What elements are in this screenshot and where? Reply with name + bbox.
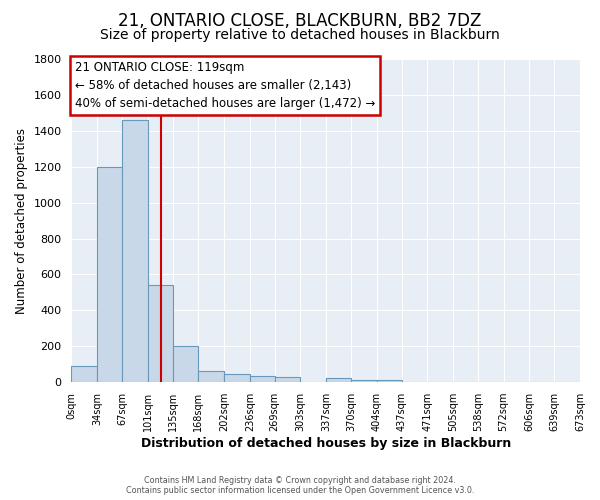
Bar — [97, 166, 122, 382]
Bar — [173, 346, 199, 382]
Bar — [326, 378, 351, 382]
Text: Size of property relative to detached houses in Blackburn: Size of property relative to detached ho… — [100, 28, 500, 42]
Bar — [71, 366, 97, 382]
Bar — [199, 370, 224, 382]
Bar — [250, 376, 275, 382]
Y-axis label: Number of detached properties: Number of detached properties — [15, 128, 28, 314]
Text: Contains HM Land Registry data © Crown copyright and database right 2024.
Contai: Contains HM Land Registry data © Crown c… — [126, 476, 474, 495]
Bar — [275, 377, 301, 382]
X-axis label: Distribution of detached houses by size in Blackburn: Distribution of detached houses by size … — [140, 437, 511, 450]
Bar — [148, 286, 173, 382]
Text: 21, ONTARIO CLOSE, BLACKBURN, BB2 7DZ: 21, ONTARIO CLOSE, BLACKBURN, BB2 7DZ — [118, 12, 482, 30]
Bar — [224, 374, 250, 382]
Text: 21 ONTARIO CLOSE: 119sqm
← 58% of detached houses are smaller (2,143)
40% of sem: 21 ONTARIO CLOSE: 119sqm ← 58% of detach… — [75, 61, 376, 110]
Bar — [351, 380, 377, 382]
Bar — [377, 380, 401, 382]
Bar — [122, 120, 148, 382]
